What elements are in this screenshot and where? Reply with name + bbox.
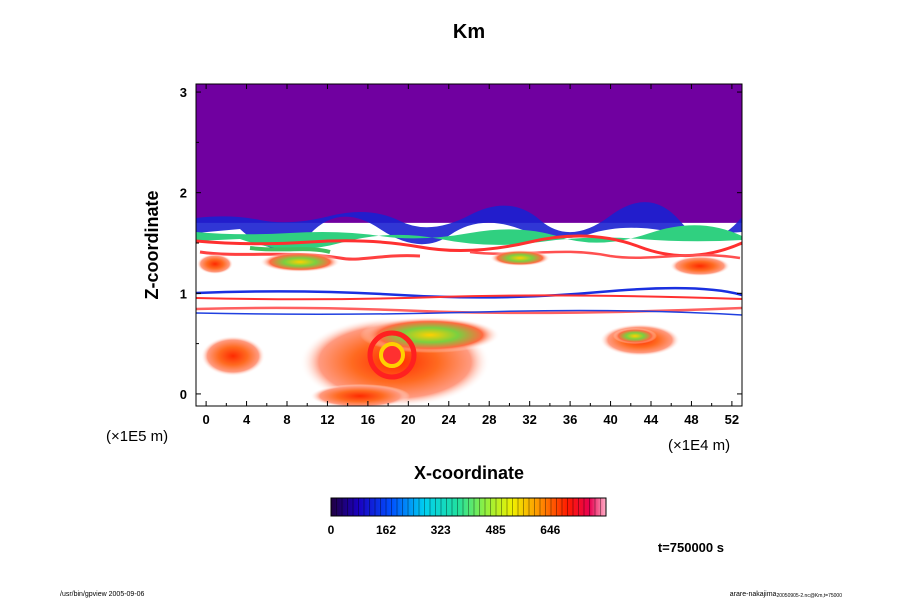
chart-title: Km (453, 21, 485, 43)
colorbar-tick-label: 485 (486, 523, 506, 537)
blob-mid-right (670, 256, 730, 276)
vortex-ring-outer (367, 330, 417, 380)
blob-left-plume (201, 336, 265, 376)
blob-upper-left (260, 252, 340, 272)
interface-green (196, 225, 742, 250)
colorbar-ticks: 0 162 323 485 646 (328, 523, 561, 537)
x-tick-label: 40 (603, 412, 617, 427)
blob-base (310, 384, 410, 406)
x-axis-unit: (×1E4 m) (668, 437, 730, 454)
x-tick-label: 28 (482, 412, 496, 427)
band-z1 (196, 286, 742, 299)
colorbar: 0 162 323 485 646 (328, 497, 607, 537)
heatmap-field (196, 84, 742, 406)
x-tick-label: 20 (401, 412, 415, 427)
colorbar-tick-label: 0 (328, 523, 335, 537)
band-z085-blue (196, 309, 742, 316)
y-tick-label: 2 (180, 186, 187, 201)
x-axis-label: X-coordinate (414, 463, 524, 483)
colorbar-tick-label: 646 (540, 523, 560, 537)
footer-source-main: arare-nakajima (730, 591, 777, 598)
streak-upper-green (249, 246, 331, 254)
x-axis: 0 4 8 12 16 20 24 28 32 36 40 44 48 52 (202, 84, 739, 427)
upper-region (196, 84, 742, 223)
colorbar-segments (336, 498, 601, 516)
footer-command: /usr/bin/gpview 2005-09-06 (60, 591, 145, 598)
x-tick-label: 0 (202, 412, 209, 427)
y-tick-label: 0 (180, 387, 187, 402)
blob-mid-left (197, 254, 233, 274)
x-tick-label: 52 (725, 412, 739, 427)
streak-upper (199, 250, 421, 261)
y-axis: 0 1 2 3 (180, 85, 742, 402)
band-z1-red (196, 294, 742, 301)
interface-red (196, 234, 742, 258)
colorbar-tick-label: 162 (376, 523, 396, 537)
vortex-ring-inner (379, 342, 405, 368)
footer-source-sub: 20050905-2.nc@Km,t=75000 (776, 593, 842, 599)
interface-band (196, 202, 742, 249)
y-axis-unit: (×1E5 m) (106, 428, 168, 445)
x-tick-label: 24 (442, 412, 457, 427)
x-tick-label: 16 (361, 412, 375, 427)
x-tick-label: 44 (644, 412, 659, 427)
blob-upper-right (490, 250, 550, 266)
x-tick-label: 8 (283, 412, 290, 427)
x-tick-label: 32 (522, 412, 536, 427)
time-label: t=750000 s (658, 540, 724, 555)
colorbar-tick-label: 323 (431, 523, 451, 537)
x-tick-label: 4 (243, 412, 251, 427)
y-tick-label: 3 (180, 85, 187, 100)
x-tick-label: 36 (563, 412, 577, 427)
y-tick-label: 1 (180, 286, 187, 301)
blob-right-green (613, 328, 657, 344)
footer-source: arare-nakajima20050905-2.nc@Km,t=75000 (730, 591, 842, 599)
x-tick-label: 12 (320, 412, 334, 427)
x-tick-label: 48 (684, 412, 698, 427)
y-axis-label: Z-coordinate (142, 190, 162, 299)
